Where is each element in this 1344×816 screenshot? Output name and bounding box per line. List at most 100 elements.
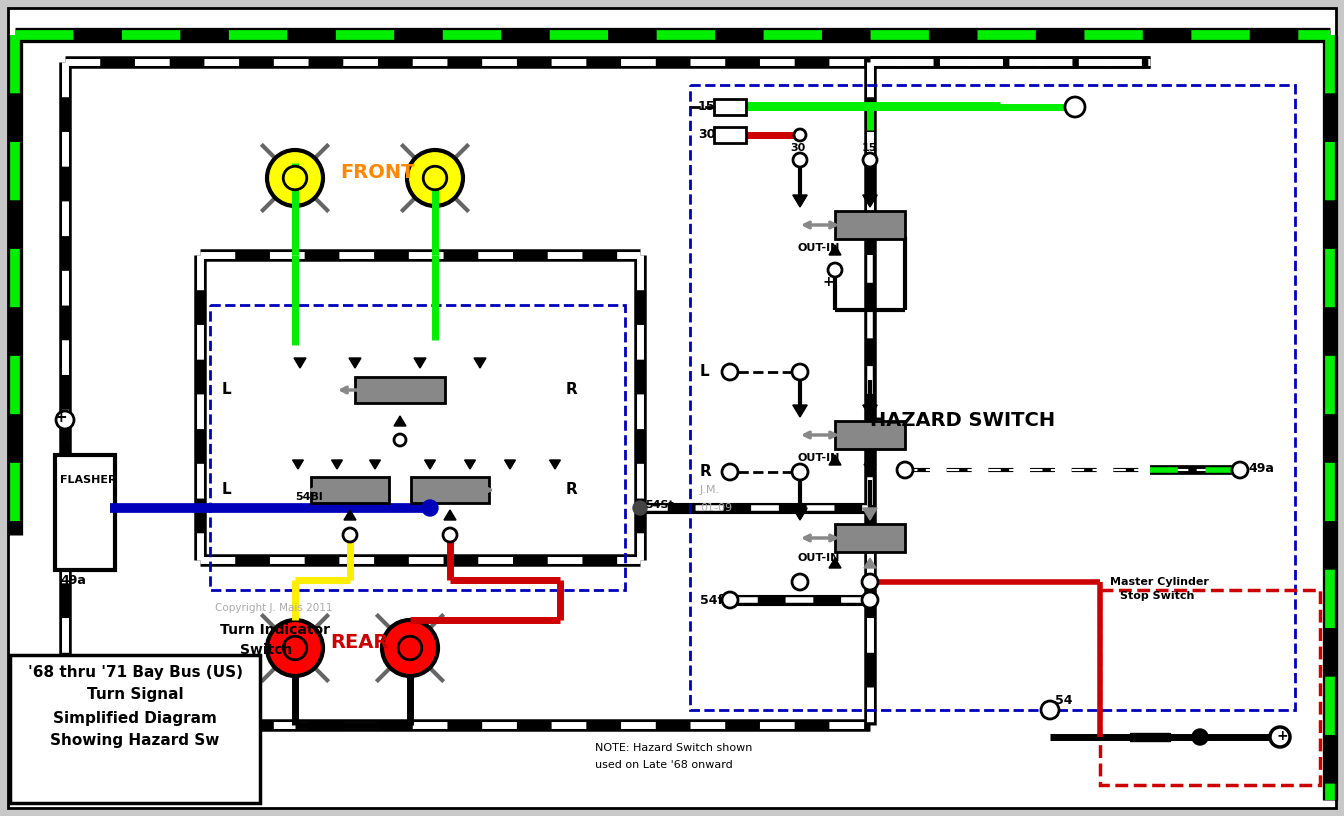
Circle shape xyxy=(828,263,841,277)
Circle shape xyxy=(423,166,446,190)
Polygon shape xyxy=(550,460,560,469)
Circle shape xyxy=(722,592,738,608)
Text: OUT-IN: OUT-IN xyxy=(797,553,840,563)
Bar xyxy=(411,477,489,503)
Polygon shape xyxy=(344,510,356,520)
Text: +: + xyxy=(1275,729,1288,743)
Text: Turn Signal: Turn Signal xyxy=(86,688,183,703)
Polygon shape xyxy=(864,455,876,465)
Text: J.M.: J.M. xyxy=(700,485,720,495)
Circle shape xyxy=(862,574,878,590)
Circle shape xyxy=(267,150,323,206)
Text: +: + xyxy=(54,410,67,424)
Circle shape xyxy=(1232,462,1249,478)
Polygon shape xyxy=(863,405,878,417)
Polygon shape xyxy=(414,358,426,368)
Text: 49a: 49a xyxy=(1249,462,1274,474)
Circle shape xyxy=(382,620,438,676)
Text: Simplified Diagram: Simplified Diagram xyxy=(52,711,216,725)
Text: 01-09: 01-09 xyxy=(700,503,732,513)
Circle shape xyxy=(793,153,806,167)
Bar xyxy=(835,421,905,449)
Polygon shape xyxy=(829,245,841,255)
Bar xyxy=(9,655,259,803)
Text: R: R xyxy=(700,464,712,480)
Polygon shape xyxy=(465,460,476,469)
Text: L: L xyxy=(222,383,231,397)
Bar xyxy=(835,524,905,552)
Text: HAZARD SWITCH: HAZARD SWITCH xyxy=(870,410,1055,429)
Text: Copyright J. Mais 2011: Copyright J. Mais 2011 xyxy=(215,603,332,613)
Text: used on Late '68 onward: used on Late '68 onward xyxy=(595,760,732,770)
Polygon shape xyxy=(829,558,841,568)
Polygon shape xyxy=(474,358,487,368)
Text: L: L xyxy=(222,482,231,498)
Text: 54St: 54St xyxy=(645,500,673,510)
Text: FLASHER: FLASHER xyxy=(60,475,117,485)
Circle shape xyxy=(444,528,457,542)
Text: Switch: Switch xyxy=(241,643,292,657)
Text: Showing Hazard Sw: Showing Hazard Sw xyxy=(50,734,219,748)
Circle shape xyxy=(794,129,806,141)
Polygon shape xyxy=(425,460,435,469)
Circle shape xyxy=(284,636,306,660)
Text: 54f: 54f xyxy=(700,593,723,606)
Text: 54Bl: 54Bl xyxy=(294,492,323,502)
Circle shape xyxy=(863,153,878,167)
Bar xyxy=(689,85,1296,710)
Text: '68 thru '71 Bay Bus (US): '68 thru '71 Bay Bus (US) xyxy=(27,664,242,680)
Polygon shape xyxy=(293,460,304,469)
Polygon shape xyxy=(863,508,878,520)
Circle shape xyxy=(1064,97,1085,117)
Text: 30: 30 xyxy=(698,128,715,141)
Bar xyxy=(355,377,445,403)
Polygon shape xyxy=(793,405,808,417)
Text: Turn Indicator: Turn Indicator xyxy=(220,623,331,637)
Text: 54: 54 xyxy=(1055,694,1073,707)
Circle shape xyxy=(722,364,738,380)
Bar xyxy=(1130,733,1171,741)
Polygon shape xyxy=(864,558,876,568)
Polygon shape xyxy=(394,416,406,426)
Text: Stop Switch: Stop Switch xyxy=(1120,591,1195,601)
Text: L: L xyxy=(700,365,710,379)
Text: FRONT: FRONT xyxy=(340,162,414,181)
Circle shape xyxy=(398,636,422,660)
Circle shape xyxy=(1270,727,1290,747)
Polygon shape xyxy=(332,460,343,469)
Text: 30: 30 xyxy=(790,143,805,153)
Circle shape xyxy=(792,464,808,480)
Circle shape xyxy=(1192,729,1208,745)
Polygon shape xyxy=(793,195,808,207)
Polygon shape xyxy=(829,455,841,465)
Bar xyxy=(210,305,625,590)
Text: 15: 15 xyxy=(862,143,878,153)
Circle shape xyxy=(633,501,646,515)
Circle shape xyxy=(394,434,406,446)
Polygon shape xyxy=(793,508,808,520)
Polygon shape xyxy=(294,358,306,368)
Bar xyxy=(55,455,116,570)
Polygon shape xyxy=(349,358,362,368)
Text: REAR: REAR xyxy=(331,632,388,651)
Circle shape xyxy=(722,464,738,480)
Circle shape xyxy=(422,500,438,516)
Polygon shape xyxy=(504,460,515,469)
Bar xyxy=(714,127,746,143)
Polygon shape xyxy=(444,510,456,520)
Circle shape xyxy=(862,592,878,608)
Text: R: R xyxy=(566,482,578,498)
Text: NOTE: Hazard Switch shown: NOTE: Hazard Switch shown xyxy=(595,743,753,753)
Circle shape xyxy=(343,528,358,542)
Circle shape xyxy=(792,574,808,590)
Text: OUT-IN: OUT-IN xyxy=(797,243,840,253)
Bar xyxy=(714,99,746,115)
Text: +: + xyxy=(823,275,833,289)
Text: 49a: 49a xyxy=(60,574,86,587)
Circle shape xyxy=(56,411,74,429)
Text: R: R xyxy=(566,383,578,397)
Circle shape xyxy=(267,620,323,676)
Bar xyxy=(1099,590,1320,785)
Circle shape xyxy=(407,150,462,206)
Circle shape xyxy=(792,364,808,380)
